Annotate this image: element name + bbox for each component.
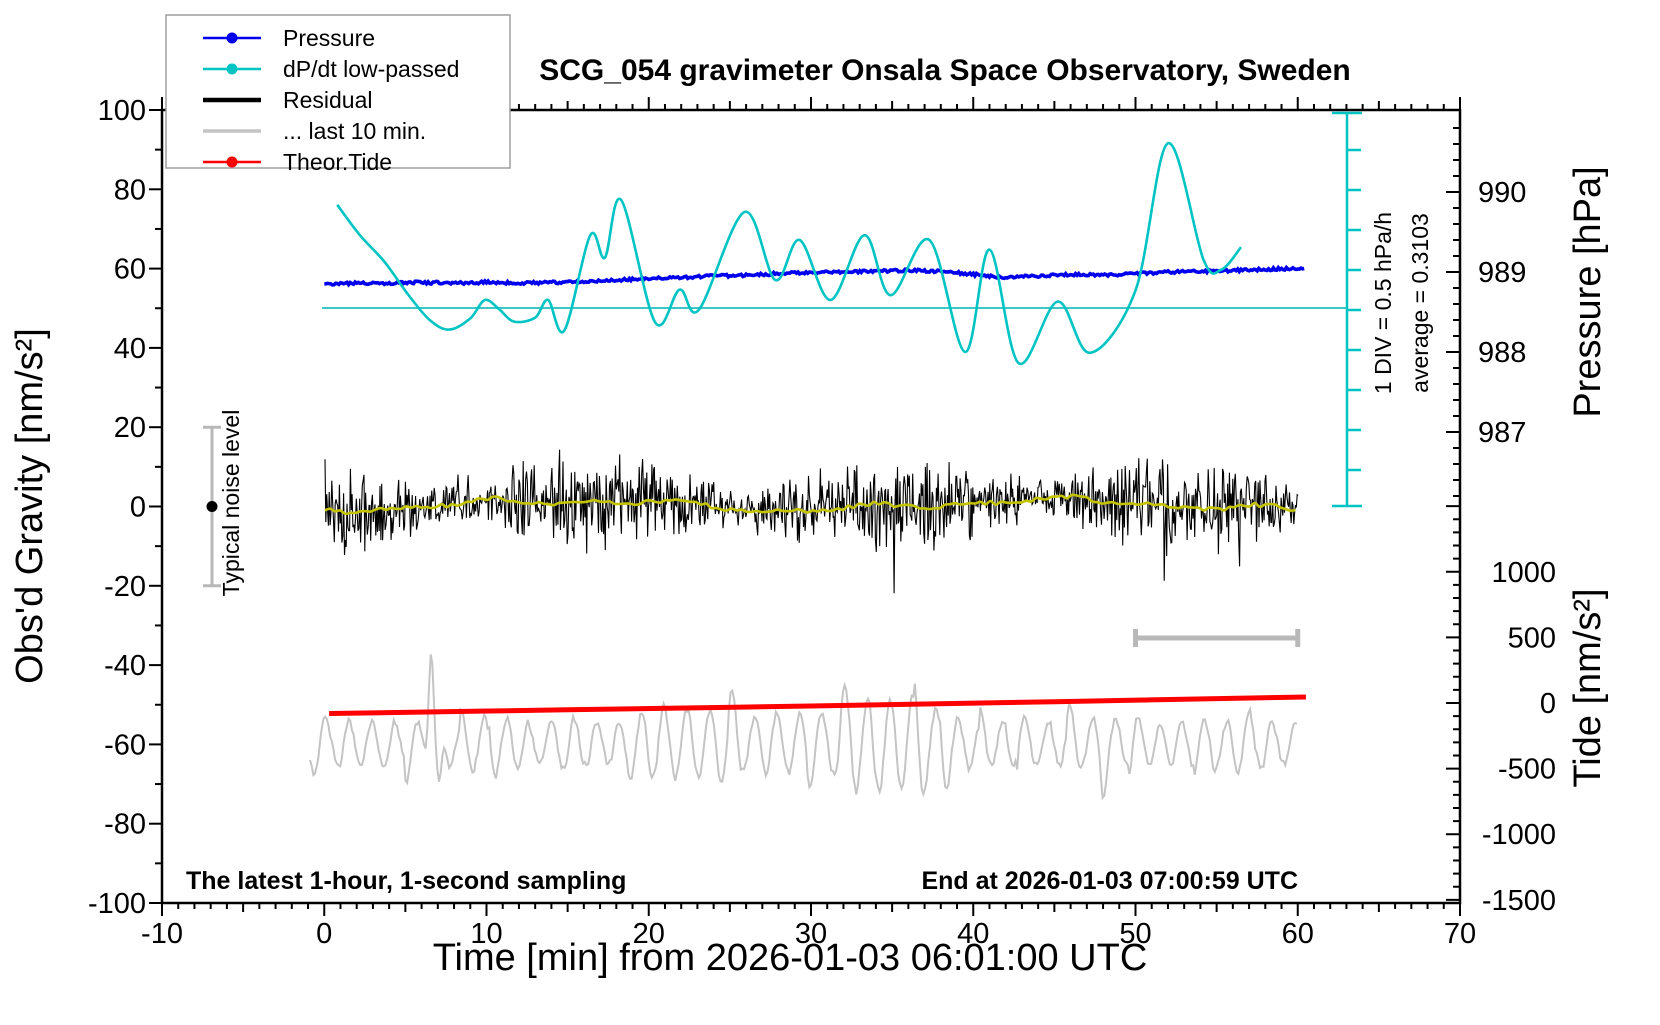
x-tick-label: 30 <box>795 918 827 950</box>
gravity-axis-title: Obs'd Gravity [nm/s²] <box>9 328 51 684</box>
pressure-legend-dot-icon <box>226 32 238 44</box>
legend-label: ... last 10 min. <box>283 118 426 144</box>
tide-axis-title: Tide [nm/s²] <box>1567 588 1609 787</box>
dpdt-division-scalebar <box>1332 111 1362 508</box>
legend-label: Residual <box>283 87 373 113</box>
gravity-tick-label: 40 <box>114 333 146 365</box>
pressure-tick-label: 989 <box>1478 257 1526 289</box>
pressure-axis-title: Pressure [hPa] <box>1567 166 1609 417</box>
tide-tick-label: -1000 <box>1482 819 1556 851</box>
dpdt-average-note: average = 0.3103 <box>1407 213 1433 393</box>
chart-overlays <box>203 111 1362 647</box>
x-tick-label: 10 <box>470 918 502 950</box>
tide-legend-dot-icon <box>226 156 238 168</box>
legend-label: Pressure <box>283 25 375 51</box>
data-series <box>309 141 1347 801</box>
x-tick-label: 60 <box>1282 918 1314 950</box>
x-tick-label: 40 <box>957 918 989 950</box>
end-time-note: End at 2026-01-03 07:00:59 UTC <box>921 867 1298 895</box>
pressure-tick-label: 987 <box>1478 417 1526 449</box>
dpdt-lowpassed-line <box>336 141 1243 365</box>
theoretical-tide-line <box>329 694 1306 716</box>
axis-tick-labels: -10 0 10 20 30 40 50 60 70100806040200-20-40-60-… <box>88 95 1556 950</box>
pressure-tick-label: 988 <box>1478 337 1526 369</box>
legend-box <box>165 14 511 169</box>
time-axis-title: Time [min] from 2026-01-03 06:01:00 UTC <box>433 937 1148 979</box>
last10-residual-trace <box>309 654 1298 801</box>
legend-item-dpdt: dP/dt low-passed <box>203 56 459 82</box>
dpdt-div-scale-note: 1 DIV = 0.5 hPa/h <box>1370 212 1396 394</box>
tide-tick-label: 1000 <box>1491 557 1556 589</box>
pressure-tick-label: 990 <box>1478 177 1526 209</box>
gravity-tick-label: -40 <box>104 650 146 682</box>
x-tick-label: 0 <box>316 918 332 950</box>
sampling-note: The latest 1-hour, 1-second sampling <box>186 867 626 895</box>
legend-item-last10: ... last 10 min. <box>203 118 426 144</box>
chart-title: SCG_054 gravimeter Onsala Space Observat… <box>539 54 1351 87</box>
tide-tick-label: -500 <box>1498 754 1556 786</box>
gravity-tick-label: -100 <box>88 888 146 920</box>
legend-label: dP/dt low-passed <box>283 56 459 82</box>
x-tick-label: -10 <box>141 918 183 950</box>
tide-tick-label: -1500 <box>1482 885 1556 917</box>
gravity-tick-label: 0 <box>130 492 146 524</box>
tide-tick-label: 0 <box>1540 688 1556 720</box>
gravity-tick-label: 60 <box>114 254 146 286</box>
gravity-tick-label: 20 <box>114 412 146 444</box>
legend-label: Theor.Tide <box>283 149 392 175</box>
tide-tick-label: 500 <box>1508 622 1556 654</box>
residual-noise-trace <box>324 449 1299 594</box>
ten-minute-scalebar <box>1133 629 1301 647</box>
legend-item-residual: Residual <box>203 87 373 113</box>
x-tick-label: 20 <box>633 918 665 950</box>
noise-bar-center-dot <box>206 501 218 512</box>
legend-item-tide: Theor.Tide <box>203 149 392 175</box>
legend-item-pressure: Pressure <box>203 25 375 51</box>
dpdt-legend-dot-icon <box>226 63 238 75</box>
gravity-tick-label: -80 <box>104 809 146 841</box>
x-tick-label: 70 <box>1444 918 1476 950</box>
legend: Pressure dP/dt low-passed Residual ... l… <box>165 14 511 175</box>
gravity-tick-label: -60 <box>104 729 146 761</box>
gravity-tick-label: -20 <box>104 571 146 603</box>
residual-smoothed-line <box>324 493 1296 516</box>
typical-noise-level-label: Typical noise level <box>218 410 244 597</box>
gravity-tick-label: 100 <box>98 95 146 127</box>
x-tick-label: 50 <box>1119 918 1151 950</box>
gravity-tick-label: 80 <box>114 174 146 206</box>
